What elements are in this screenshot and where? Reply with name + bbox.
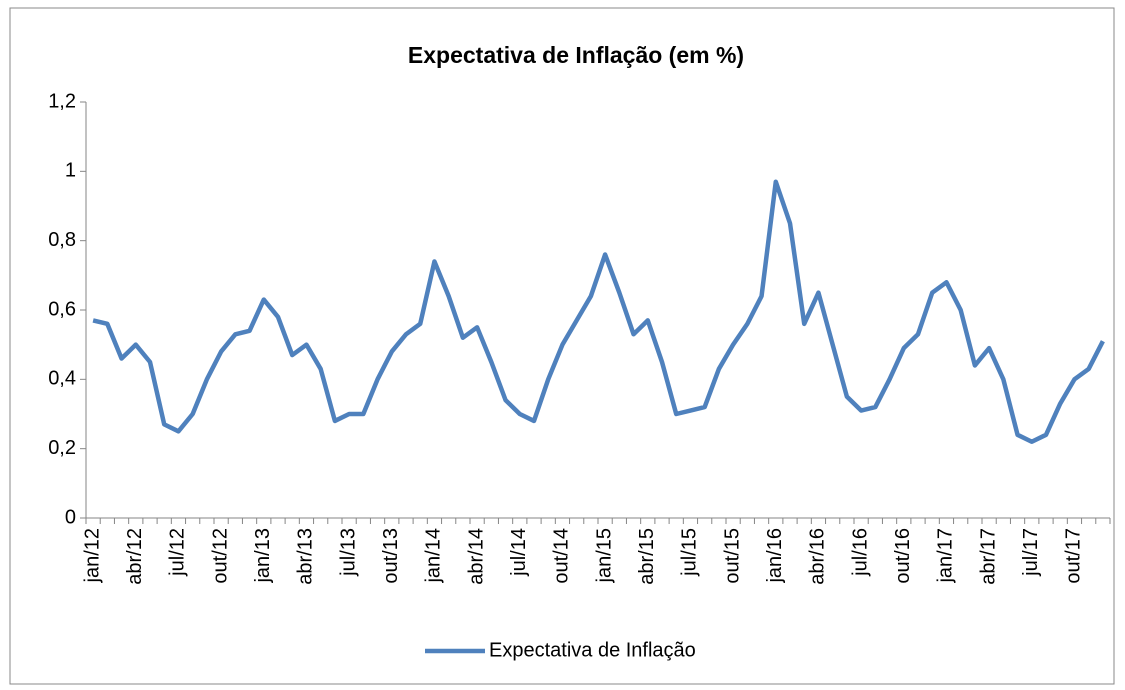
y-tick-label: 1 [65, 160, 76, 182]
x-tick-label: abr/13 [295, 528, 317, 585]
x-tick-label: jan/14 [423, 528, 445, 584]
x-tick-label: jan/16 [764, 528, 786, 584]
x-tick-label: out/17 [1063, 528, 1085, 584]
x-tick-label: abr/17 [977, 528, 999, 585]
x-tick-label: out/16 [892, 528, 914, 584]
x-tick-label: abr/12 [124, 528, 146, 585]
x-tick-label: jan/12 [81, 528, 103, 584]
x-tick-label: out/15 [721, 528, 743, 584]
x-tick-label: out/12 [209, 528, 231, 584]
x-tick-label: out/14 [551, 528, 573, 584]
chart-title: Expectativa de Inflação (em %) [408, 42, 744, 68]
x-tick-label: abr/14 [465, 528, 487, 585]
x-tick-label: jul/12 [167, 528, 189, 577]
series-line [92, 179, 1105, 444]
x-tick-label: abr/16 [807, 528, 829, 585]
x-tick-label: jul/17 [1020, 528, 1042, 577]
x-tick-label: jan/15 [593, 528, 615, 584]
y-tick-label: 0,6 [48, 298, 76, 320]
y-tick-label: 0 [65, 506, 76, 528]
x-tick-label: out/13 [380, 528, 402, 584]
legend-label: Expectativa de Inflação [489, 639, 696, 661]
x-tick-label: jul/16 [849, 528, 871, 577]
x-tick-label: abr/15 [636, 528, 658, 585]
y-tick-label: 0,8 [48, 229, 76, 251]
y-tick-label: 1,2 [48, 90, 76, 112]
x-tick-label: jul/13 [337, 528, 359, 577]
y-tick-label: 0,4 [48, 368, 76, 390]
x-tick-label: jul/15 [679, 528, 701, 577]
y-tick-label: 0,2 [48, 437, 76, 459]
x-tick-label: jan/17 [935, 528, 957, 584]
x-tick-label: jan/13 [252, 528, 274, 584]
x-tick-label: jul/14 [508, 528, 530, 577]
